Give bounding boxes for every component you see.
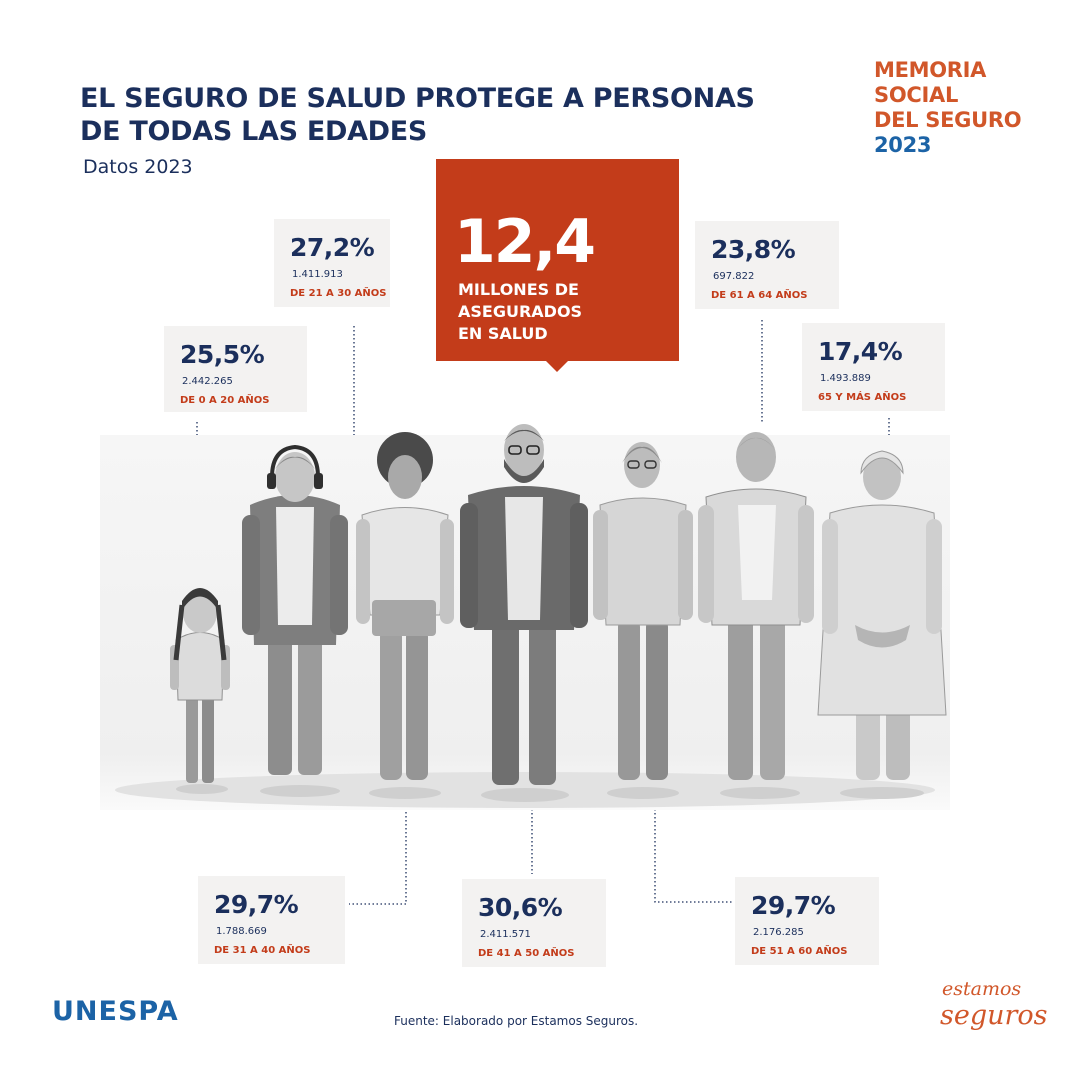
source-note: Fuente: Elaborado por Estamos Seguros. <box>394 1014 639 1028</box>
young-woman-figure <box>356 432 454 799</box>
stat-percent: 30,6% <box>478 893 563 922</box>
elderly-woman-figure <box>817 450 947 799</box>
hero-label-line-2: ASEGURADOS <box>458 302 583 321</box>
stat-age-range: DE 61 A 64 AÑOS <box>711 290 808 301</box>
stat-count: 697.822 <box>713 271 755 282</box>
stat-count: 2.176.285 <box>753 927 804 938</box>
stat-percent: 23,8% <box>711 235 796 264</box>
total-insured-label: MILLONES DE ASEGURADOS EN SALUD <box>458 279 582 345</box>
stat-count: 2.442.265 <box>182 376 233 387</box>
stat-age-range: DE 41 A 50 AÑOS <box>478 948 575 959</box>
stat-card-31-40: 29,7% 1.788.669 DE 31 A 40 AÑOS <box>198 876 345 964</box>
stat-age-range: DE 31 A 40 AÑOS <box>214 945 311 956</box>
woman-figure <box>593 442 693 799</box>
memoria-line-2: SOCIAL <box>874 83 959 107</box>
stat-age-range: 65 Y MÁS AÑOS <box>818 392 907 403</box>
stat-age-range: DE 21 A 30 AÑOS <box>290 288 387 299</box>
estamos-logo-line-1: estamos <box>942 978 1022 1000</box>
memoria-social-logo: MEMORIA SOCIAL DEL SEGURO 2023 <box>874 58 1022 158</box>
people-illustration <box>100 424 950 810</box>
stat-count: 1.411.913 <box>292 269 343 280</box>
stat-age-range: DE 0 A 20 AÑOS <box>180 395 270 406</box>
hero-label-line-1: MILLONES DE <box>458 280 579 299</box>
unespa-logo: UNESPA <box>52 996 179 1027</box>
title-line-1: EL SEGURO DE SALUD PROTEGE A PERSONAS <box>80 83 755 114</box>
young-man-figure <box>242 444 348 797</box>
estamos-logo-line-2: seguros <box>940 1000 1048 1031</box>
stat-count: 1.493.889 <box>820 373 871 384</box>
memoria-line-3: DEL SEGURO <box>874 108 1022 132</box>
title-line-2: DE TODAS LAS EDADES <box>80 116 428 147</box>
older-man-figure <box>698 432 814 799</box>
stat-card-51-60: 29,7% 2.176.285 DE 51 A 60 AÑOS <box>735 877 879 965</box>
stat-count: 2.411.571 <box>480 929 531 940</box>
stat-card-65plus: 17,4% 1.493.889 65 Y MÁS AÑOS <box>802 323 945 411</box>
total-insured-value: 12,4 <box>454 207 596 277</box>
page-title: EL SEGURO DE SALUD PROTEGE A PERSONAS DE… <box>80 82 780 148</box>
stat-age-range: DE 51 A 60 AÑOS <box>751 946 848 957</box>
stat-percent: 17,4% <box>818 337 903 366</box>
stat-count: 1.788.669 <box>216 926 267 937</box>
stat-card-0-20: 25,5% 2.442.265 DE 0 A 20 AÑOS <box>164 326 307 412</box>
bearded-man-figure <box>460 424 588 802</box>
memoria-year: 2023 <box>874 133 932 157</box>
stat-percent: 29,7% <box>214 890 299 919</box>
connector-21-30 <box>290 326 355 438</box>
child-figure <box>170 588 230 794</box>
page-subtitle: Datos 2023 <box>83 156 193 178</box>
connector-31-40 <box>349 808 407 905</box>
hero-label-line-3: EN SALUD <box>458 324 548 343</box>
stat-percent: 25,5% <box>180 340 265 369</box>
stat-card-41-50: 30,6% 2.411.571 DE 41 A 50 AÑOS <box>462 879 606 967</box>
memoria-line-1: MEMORIA <box>874 58 987 82</box>
total-insured-card: 12,4 MILLONES DE ASEGURADOS EN SALUD <box>436 159 679 372</box>
connector-51-60 <box>654 805 732 903</box>
stat-percent: 29,7% <box>751 891 836 920</box>
stat-card-21-30: 27,2% 1.411.913 DE 21 A 30 AÑOS <box>274 219 390 307</box>
stat-card-61-64: 23,8% 697.822 DE 61 A 64 AÑOS <box>695 221 839 309</box>
stat-percent: 27,2% <box>290 233 375 262</box>
